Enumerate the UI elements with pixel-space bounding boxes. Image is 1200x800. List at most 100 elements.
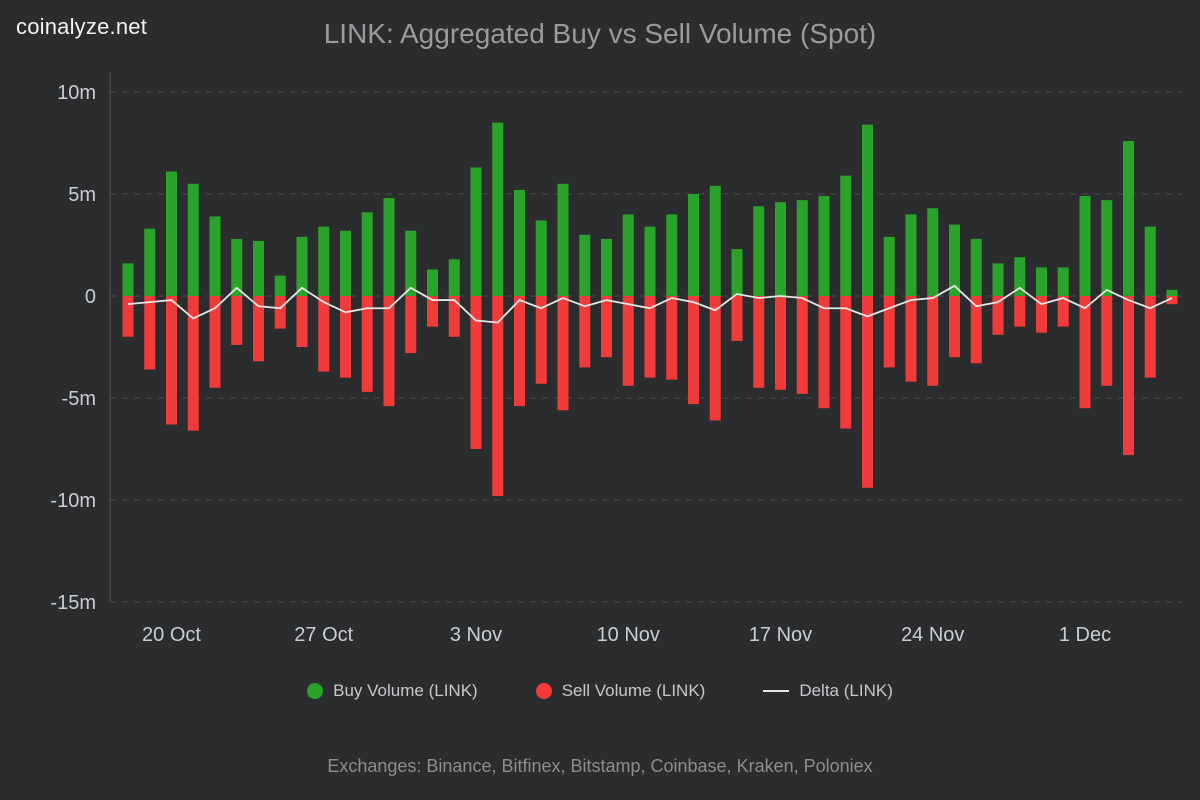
sell-bar[interactable]	[753, 296, 765, 388]
sell-bar[interactable]	[731, 296, 743, 341]
buy-bar[interactable]	[775, 202, 786, 296]
buy-bar[interactable]	[622, 214, 634, 296]
sell-bar[interactable]	[1057, 296, 1069, 327]
sell-bar[interactable]	[470, 296, 482, 449]
sell-bar[interactable]	[405, 296, 417, 354]
buy-bar[interactable]	[1101, 200, 1113, 296]
sell-bar[interactable]	[1123, 296, 1134, 456]
sell-bar[interactable]	[535, 296, 547, 384]
buy-bar[interactable]	[1123, 140, 1134, 296]
sell-bar[interactable]	[709, 296, 721, 421]
buy-bar[interactable]	[688, 194, 699, 296]
buy-bar[interactable]	[361, 212, 373, 296]
sell-bar[interactable]	[601, 296, 612, 358]
sell-bar[interactable]	[927, 296, 939, 386]
buy-bar[interactable]	[535, 220, 547, 296]
buy-bar[interactable]	[1057, 267, 1069, 296]
sell-bar[interactable]	[992, 296, 1004, 335]
sell-bar[interactable]	[274, 296, 286, 329]
sell-bar[interactable]	[1014, 296, 1026, 327]
sell-bar[interactable]	[427, 296, 438, 327]
buy-bar[interactable]	[187, 183, 199, 296]
sell-bar[interactable]	[340, 296, 351, 378]
sell-bar[interactable]	[361, 296, 373, 392]
sell-bar[interactable]	[883, 296, 895, 368]
sell-bar[interactable]	[318, 296, 330, 372]
buy-bar[interactable]	[1144, 226, 1156, 296]
buy-bar[interactable]	[1166, 289, 1178, 296]
buy-bar[interactable]	[970, 238, 982, 296]
buy-bar[interactable]	[448, 259, 460, 296]
buy-bar[interactable]	[601, 238, 612, 296]
sell-bar[interactable]	[1166, 296, 1178, 305]
sell-bar[interactable]	[231, 296, 243, 345]
buy-bar[interactable]	[796, 200, 808, 296]
sell-bar[interactable]	[144, 296, 156, 370]
buy-bar[interactable]	[949, 224, 960, 296]
buy-bar[interactable]	[557, 183, 569, 296]
buy-bar[interactable]	[709, 185, 721, 296]
sell-bar[interactable]	[775, 296, 786, 390]
buy-bar[interactable]	[862, 124, 873, 296]
sell-bar[interactable]	[383, 296, 395, 407]
buy-bar[interactable]	[514, 189, 525, 296]
legend-item-buy[interactable]: Buy Volume (LINK)	[307, 681, 478, 701]
sell-bar[interactable]	[209, 296, 221, 388]
buy-bar[interactable]	[492, 122, 504, 296]
sell-bar[interactable]	[1036, 296, 1047, 333]
sell-bar[interactable]	[1101, 296, 1113, 386]
buy-bar[interactable]	[253, 240, 264, 296]
sell-bar[interactable]	[514, 296, 525, 407]
sell-bar[interactable]	[557, 296, 569, 411]
sell-bar[interactable]	[622, 296, 634, 386]
buy-bar[interactable]	[209, 216, 221, 296]
sell-bar[interactable]	[862, 296, 873, 488]
sell-bar[interactable]	[666, 296, 678, 380]
sell-bar[interactable]	[166, 296, 177, 425]
sell-bar[interactable]	[448, 296, 460, 337]
buy-bar[interactable]	[122, 263, 134, 296]
sell-bar[interactable]	[122, 296, 134, 337]
buy-bar[interactable]	[318, 226, 330, 296]
buy-bar[interactable]	[992, 263, 1004, 296]
sell-bar[interactable]	[818, 296, 830, 409]
buy-bar[interactable]	[405, 230, 417, 296]
buy-bar[interactable]	[231, 238, 243, 296]
buy-bar[interactable]	[644, 226, 656, 296]
sell-bar[interactable]	[579, 296, 591, 368]
sell-bar[interactable]	[688, 296, 699, 405]
buy-bar[interactable]	[579, 234, 591, 296]
buy-bar[interactable]	[144, 228, 156, 296]
sell-bar[interactable]	[296, 296, 308, 347]
sell-bar[interactable]	[253, 296, 264, 362]
buy-bar[interactable]	[1036, 267, 1047, 296]
sell-bar[interactable]	[1079, 296, 1091, 409]
sell-bar[interactable]	[1144, 296, 1156, 378]
buy-bar[interactable]	[818, 196, 830, 296]
buy-bar[interactable]	[883, 236, 895, 296]
buy-bar[interactable]	[666, 214, 678, 296]
buy-bar[interactable]	[470, 167, 482, 296]
buy-bar[interactable]	[166, 171, 177, 296]
buy-bar[interactable]	[1014, 257, 1026, 296]
sell-bar[interactable]	[796, 296, 808, 394]
buy-bar[interactable]	[296, 236, 308, 296]
sell-bar[interactable]	[492, 296, 504, 496]
buy-bar[interactable]	[383, 198, 395, 296]
sell-bar[interactable]	[949, 296, 960, 358]
buy-bar[interactable]	[340, 230, 351, 296]
buy-bar[interactable]	[1079, 196, 1091, 296]
buy-bar[interactable]	[840, 175, 852, 296]
buy-bar[interactable]	[927, 208, 939, 296]
buy-bar[interactable]	[905, 214, 917, 296]
volume-chart[interactable]: 10m 5m 0 -5m -10m -15m 20 Oct 27 Oct 3 Nov 10 Nov…	[0, 0, 1200, 664]
sell-bar[interactable]	[905, 296, 917, 382]
buy-bar[interactable]	[731, 249, 743, 296]
sell-bar[interactable]	[970, 296, 982, 364]
sell-bar[interactable]	[187, 296, 199, 431]
legend-item-sell[interactable]: Sell Volume (LINK)	[535, 681, 705, 701]
legend-item-delta[interactable]: Delta (LINK)	[763, 681, 893, 701]
buy-bar[interactable]	[753, 206, 765, 296]
sell-bar[interactable]	[840, 296, 852, 429]
buy-bar[interactable]	[427, 269, 438, 296]
